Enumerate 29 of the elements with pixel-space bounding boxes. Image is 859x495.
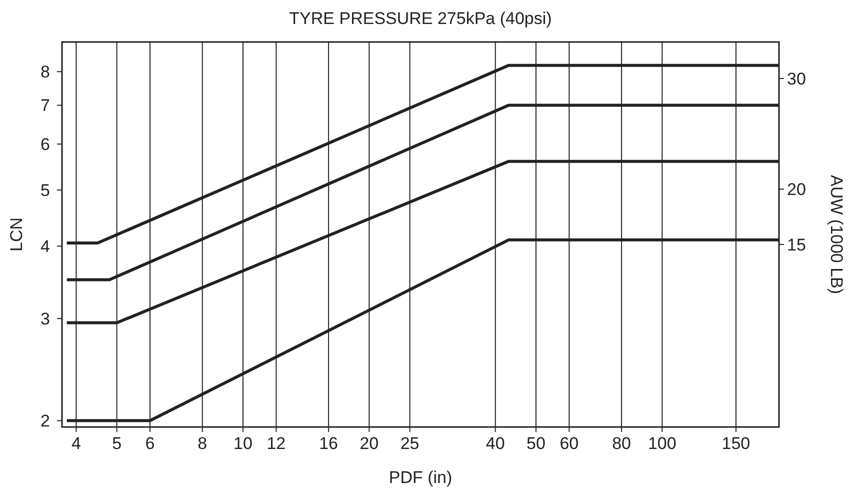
y-tick-label: 7 bbox=[40, 96, 50, 116]
x-tick-label: 100 bbox=[648, 434, 676, 453]
x-tick-label: 16 bbox=[319, 434, 338, 453]
x-tick-label: 80 bbox=[612, 434, 631, 453]
y-tick-label: 4 bbox=[40, 237, 50, 256]
y-axis-title: LCN bbox=[7, 217, 26, 252]
x-axis-title: PDF (in) bbox=[388, 468, 452, 487]
chart-title: TYRE PRESSURE 275kPa (40psi) bbox=[289, 9, 552, 28]
y2-axis-title: AUW (1000 LB) bbox=[827, 174, 846, 294]
x-tick-label: 60 bbox=[560, 434, 579, 453]
x-tick-label: 25 bbox=[400, 434, 420, 453]
y-tick-label: 3 bbox=[40, 310, 50, 329]
x-tick-label: 12 bbox=[266, 434, 286, 453]
y-tick-label: 5 bbox=[40, 180, 50, 200]
y2-tick-label: 30 bbox=[787, 69, 806, 88]
x-tick-label: 8 bbox=[198, 434, 208, 453]
x-tick-label: 50 bbox=[526, 434, 546, 453]
y-tick-label: 8 bbox=[40, 62, 50, 82]
y2-tick-label: 15 bbox=[787, 235, 806, 254]
y-tick-label: 2 bbox=[40, 412, 50, 431]
x-tick-label: 4 bbox=[71, 434, 81, 453]
x-tick-label: 10 bbox=[234, 434, 252, 453]
x-tick-label: 40 bbox=[486, 434, 505, 453]
y2-tick-label: 20 bbox=[787, 180, 806, 200]
x-tick-label: 6 bbox=[145, 434, 155, 453]
x-tick-label: 5 bbox=[112, 434, 122, 453]
x-tick-label: 20 bbox=[360, 434, 379, 453]
x-tick-label: 150 bbox=[722, 434, 750, 453]
y-tick-label: 6 bbox=[40, 135, 50, 154]
